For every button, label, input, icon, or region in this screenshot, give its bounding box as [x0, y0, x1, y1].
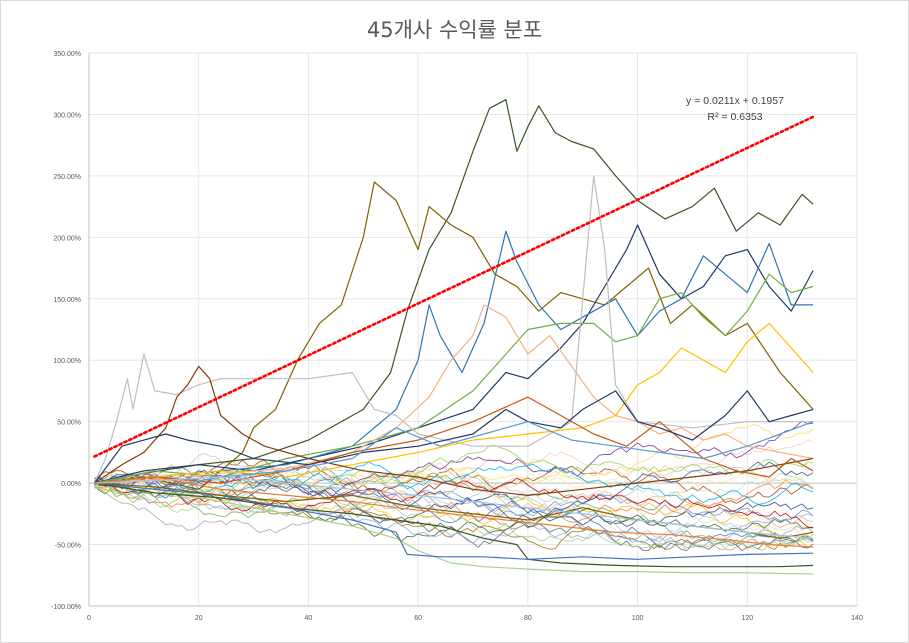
- x-tick-label: 20: [195, 615, 203, 622]
- band-series-line: [94, 477, 814, 545]
- y-tick-label: 0.00%: [61, 481, 81, 488]
- y-tick-label: -100.00%: [51, 604, 81, 611]
- y-tick-label: 300.00%: [53, 112, 81, 119]
- band-series-line: [94, 485, 814, 552]
- band-series-line: [94, 476, 814, 544]
- series-line: [94, 482, 814, 560]
- x-tick-label: 100: [632, 615, 644, 622]
- series-line: [94, 476, 814, 539]
- y-tick-label: 150.00%: [53, 297, 81, 304]
- trendline-equation: y = 0.0211x + 0.1957: [686, 95, 784, 107]
- x-tick-label: 0: [87, 615, 91, 622]
- series-line: [94, 181, 814, 490]
- series-line: [94, 322, 814, 484]
- series-line: [94, 482, 814, 568]
- series-line: [94, 482, 814, 575]
- trendline-r2: R² = 0.6353: [707, 111, 762, 123]
- series-line: [94, 365, 814, 496]
- y-tick-label: 200.00%: [53, 235, 81, 242]
- y-tick-label: 100.00%: [53, 358, 81, 365]
- series-line: [94, 421, 814, 490]
- x-tick-label: 60: [414, 615, 422, 622]
- series-band: [94, 420, 814, 552]
- series-line: [94, 273, 814, 484]
- series-line: [94, 99, 814, 484]
- series-line: [94, 396, 814, 484]
- chart-title: 45개사 수익률 분포: [366, 18, 543, 42]
- x-tick-label: 120: [741, 615, 753, 622]
- y-tick-label: -50.00%: [55, 543, 81, 550]
- trendline: [93, 115, 815, 458]
- series-line: [93, 175, 814, 484]
- axes: [88, 53, 857, 607]
- y-tick-label: 50.00%: [57, 420, 81, 427]
- tick-labels: 350.00%300.00%250.00%200.00%150.00%100.0…: [51, 51, 863, 622]
- series-lines: [93, 99, 814, 575]
- series-line: [94, 476, 814, 548]
- band-series-line: [94, 466, 814, 523]
- x-tick-label: 80: [524, 615, 532, 622]
- series-line: [94, 304, 814, 484]
- trendline-group: y = 0.0211x + 0.1957 R² = 0.6353: [93, 95, 815, 458]
- x-tick-label: 140: [851, 615, 863, 622]
- series-line: [94, 230, 814, 484]
- band-series-line: [94, 452, 814, 504]
- x-tick-label: 40: [305, 615, 313, 622]
- y-tick-label: 350.00%: [53, 51, 81, 58]
- band-series-line: [94, 480, 814, 529]
- series-line: [94, 390, 814, 484]
- y-tick-label: 250.00%: [53, 174, 81, 181]
- band-series-line: [94, 485, 814, 551]
